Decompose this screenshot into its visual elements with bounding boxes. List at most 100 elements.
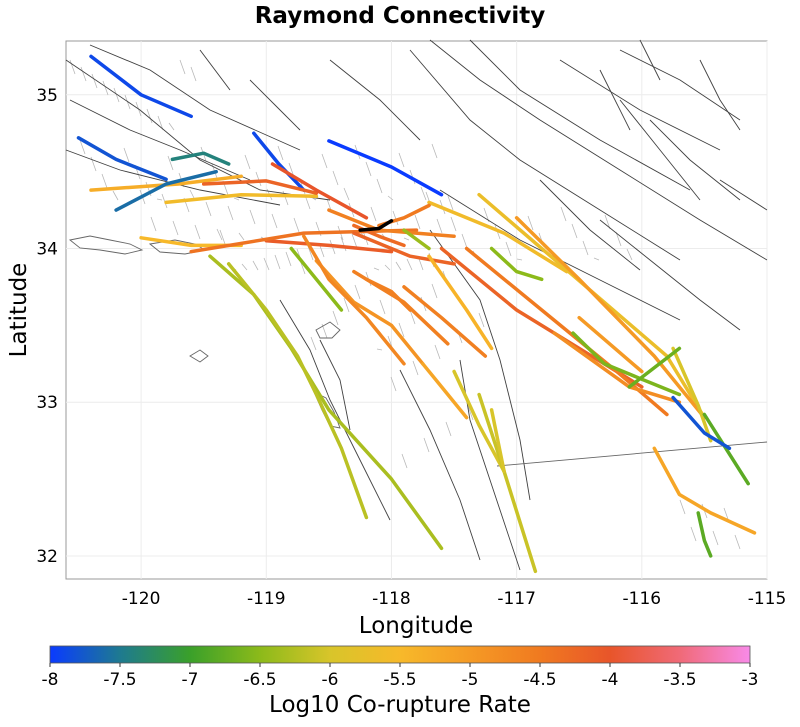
- colorbar: [49, 645, 751, 664]
- colorbar-tick-label: -5.5: [383, 670, 416, 690]
- mesh-element: [401, 453, 408, 469]
- mesh-element: [219, 229, 226, 245]
- mesh-element: [205, 201, 212, 217]
- colorbar-tick-label: -7: [182, 670, 199, 690]
- mesh-element: [244, 154, 251, 170]
- rupture-segment: [314, 259, 425, 366]
- mesh-element: [376, 178, 383, 194]
- mesh-element: [478, 312, 485, 328]
- mesh-element: [390, 376, 397, 392]
- mesh-element: [734, 534, 741, 550]
- colorbar-tick-label: -8: [42, 670, 59, 690]
- mesh-element: [560, 206, 567, 222]
- mesh-element: [398, 152, 405, 168]
- x-tick-label: -115: [748, 589, 787, 609]
- mesh-element: [403, 237, 410, 241]
- mesh-element: [365, 161, 372, 177]
- rupture-segment: [402, 285, 488, 358]
- mesh-element: [194, 224, 201, 240]
- mesh-element: [102, 80, 109, 96]
- background-fault-trace: [89, 44, 301, 151]
- mesh-element: [252, 260, 259, 271]
- mesh-element: [227, 205, 234, 221]
- background-fault-trace: [199, 49, 231, 91]
- mesh-element: [101, 173, 108, 189]
- rupture-segment: [327, 139, 444, 197]
- mesh-element: [271, 213, 278, 229]
- colorbar-tick-label: -4.5: [523, 670, 556, 690]
- rupture-segment: [364, 277, 412, 312]
- mesh-element: [582, 240, 589, 256]
- mesh-element: [447, 195, 454, 211]
- background-fault-trace: [429, 39, 768, 261]
- background-fault-trace: [639, 39, 661, 81]
- colorbar-label: Log10 Co-rupture Rate: [269, 692, 531, 718]
- mesh-element: [420, 186, 427, 201]
- mesh-element: [467, 405, 474, 421]
- mesh-element: [69, 59, 76, 75]
- mesh-element: [412, 360, 419, 376]
- mesh-element: [414, 214, 421, 230]
- mesh-element: [293, 217, 300, 233]
- rupture-segment: [514, 216, 707, 420]
- rupture-segment: [264, 239, 394, 254]
- mesh-element: [91, 73, 98, 89]
- mesh-element: [146, 108, 153, 124]
- x-tick-label: -120: [122, 589, 161, 609]
- background-fault-trace: [65, 59, 331, 201]
- mesh-element: [690, 526, 697, 542]
- mesh-element: [395, 261, 402, 271]
- rupture-segment: [114, 169, 218, 212]
- mesh-element: [387, 195, 394, 201]
- rupture-segment: [577, 315, 644, 374]
- rupture-segment: [652, 446, 757, 535]
- background-fault-trace: [329, 59, 421, 141]
- rupture-segment: [170, 151, 231, 166]
- background-fault-trace: [65, 149, 281, 206]
- mesh-element: [343, 187, 350, 201]
- mesh-element: [436, 218, 443, 234]
- mesh-element: [167, 155, 174, 171]
- rupture-segment: [427, 254, 494, 351]
- background-fault-trace: [279, 299, 391, 521]
- mesh-element: [604, 214, 611, 230]
- rupture-segment: [201, 179, 319, 195]
- mesh-element: [593, 257, 600, 261]
- mesh-element: [434, 344, 441, 360]
- mesh-element: [516, 258, 523, 261]
- y-tick-label: 32: [36, 547, 58, 567]
- mesh-element: [392, 210, 399, 226]
- background-fault-trace: [409, 49, 681, 261]
- grid-lines: [66, 41, 768, 579]
- colorbar-tick-label: -4: [602, 670, 619, 690]
- plot-area: [65, 40, 768, 580]
- rupture-segment: [696, 511, 713, 558]
- rupture-segment: [89, 54, 193, 119]
- mesh-element: [113, 87, 120, 103]
- coastline-layer: [68, 235, 768, 467]
- rupture-segment: [489, 408, 506, 474]
- background-fault-trace: [249, 79, 301, 131]
- rupture-segment: [252, 131, 306, 192]
- mesh-element: [626, 248, 633, 261]
- mesh-element: [343, 297, 350, 313]
- colorbar-tick-label: -6.5: [243, 670, 276, 690]
- mesh-element: [238, 232, 245, 241]
- background-fault-trace: [559, 59, 721, 151]
- background-fault-trace: [599, 219, 741, 331]
- mesh-element: [150, 216, 157, 232]
- background-fault-trace: [619, 49, 741, 121]
- colorbar-tick-label: -3: [742, 670, 759, 690]
- rupture-segment: [76, 136, 168, 182]
- colorbar-tick-label: -7.5: [103, 670, 136, 690]
- mesh-element: [123, 147, 130, 163]
- rupture-segment: [671, 395, 732, 451]
- mesh-element: [379, 299, 386, 315]
- mesh-element: [431, 283, 438, 299]
- mesh-element: [112, 190, 119, 201]
- y-tick-label: 34: [36, 240, 58, 260]
- mesh-element: [285, 251, 292, 267]
- background-fault-trace: [649, 119, 741, 201]
- rupture-segment: [627, 346, 682, 389]
